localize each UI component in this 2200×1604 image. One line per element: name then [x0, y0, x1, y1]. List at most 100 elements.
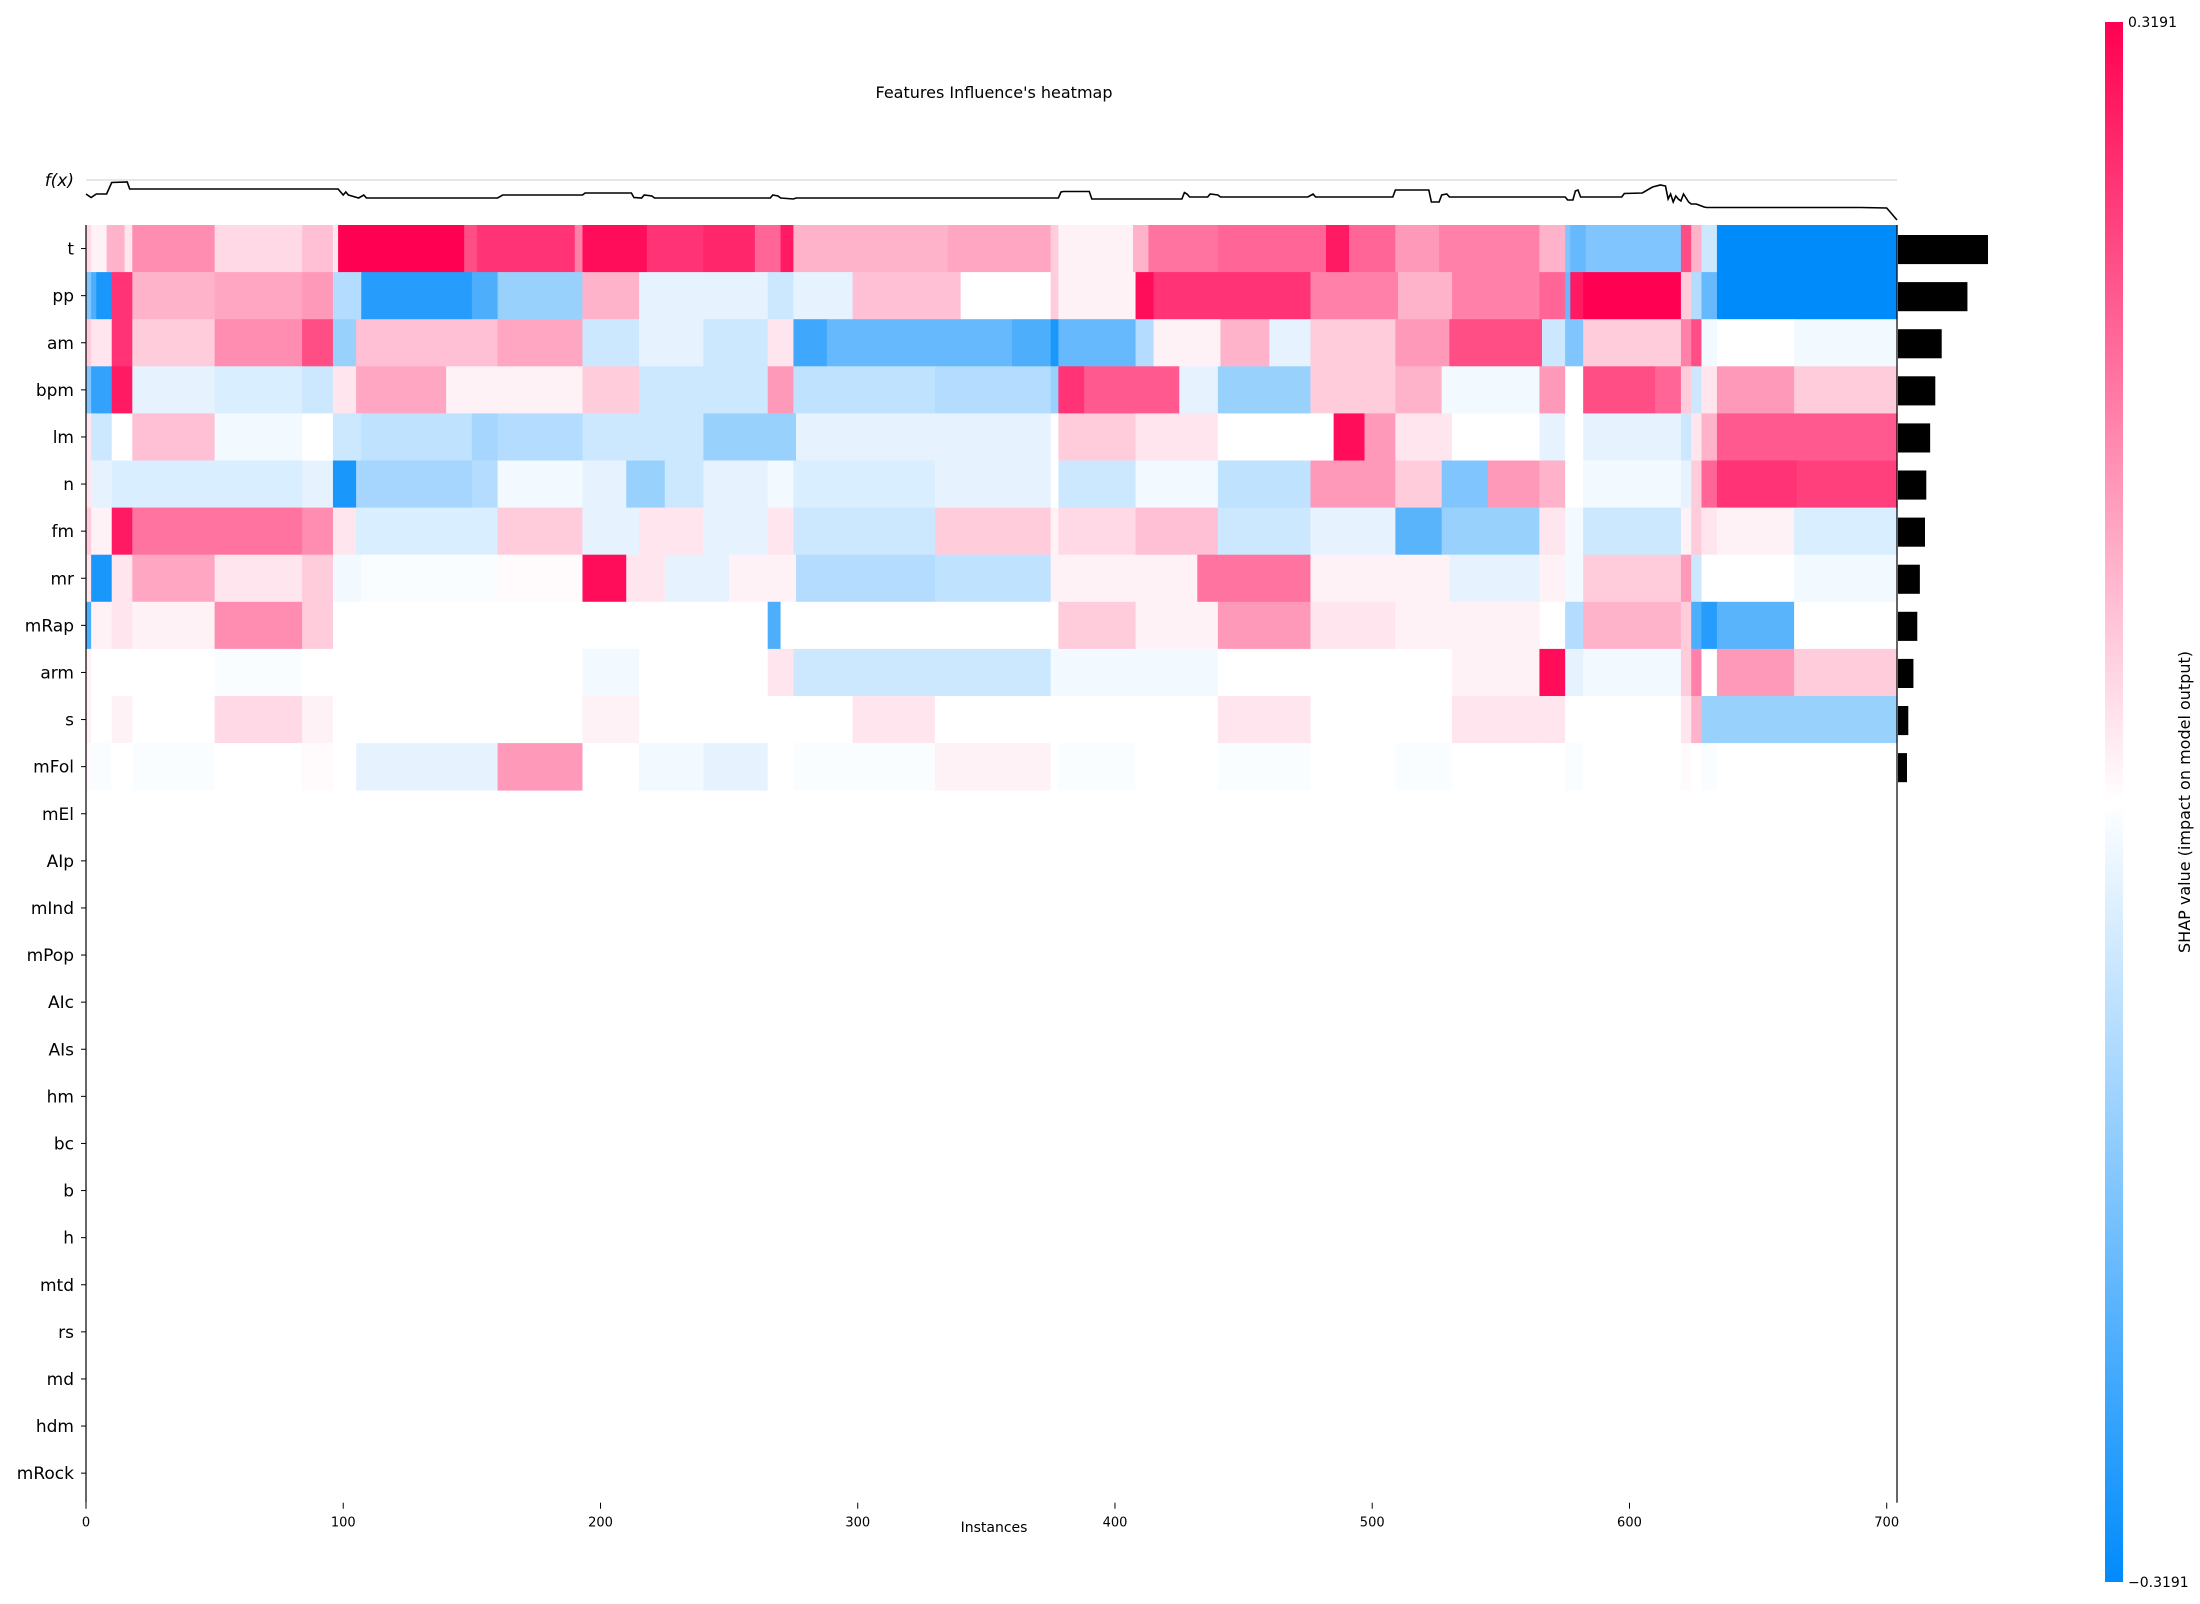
heatmap-cell-am [1310, 319, 1396, 367]
heatmap-cell-pp [111, 272, 133, 320]
heatmap-cell-s [1058, 696, 1137, 744]
heatmap-cell-mr [1449, 554, 1541, 603]
heatmap-cell-bpm [639, 366, 704, 414]
heatmap-cell-lm [639, 413, 704, 461]
heatmap-cell-pp [582, 272, 640, 320]
heatmap-cell-mRap [332, 601, 769, 650]
heatmap-cell-am [302, 319, 334, 367]
heatmap-cell-mr [1050, 554, 1059, 603]
heatmap-cell-t [332, 225, 339, 273]
heatmap-cell-pp [639, 272, 704, 320]
heatmap-cell-fm [1716, 507, 1795, 556]
heatmap-cell-fm [793, 507, 936, 556]
heatmap-cell-bpm [1583, 366, 1656, 414]
heatmap-cell-n [1539, 460, 1566, 508]
heatmap-cell-bpm [1794, 366, 1898, 414]
heatmap-cell-n [111, 460, 133, 508]
heatmap-cell-mr [1691, 554, 1703, 603]
feature-labels: t pp am bpm lm n fm mr mRap arm s mFol mEl AIp mInd mPo… [17, 240, 86, 1484]
heatmap-cell-t [477, 225, 576, 273]
heatmap-cell-arm [934, 648, 1052, 697]
heatmap-cell-bpm [1050, 366, 1059, 414]
heatmap-cell-s [1135, 696, 1219, 744]
colorbar-max-label: 0.3191 [2128, 15, 2177, 31]
importance-bar-t [1898, 235, 1988, 265]
x-tick-label: 700 [1874, 1516, 1899, 1531]
heatmap-cell-bpm [1058, 366, 1085, 414]
heatmap-cell-am [767, 319, 795, 367]
feature-label: s [65, 711, 74, 731]
heatmap-cell-pp [86, 272, 92, 320]
x-tick-label: 600 [1617, 1516, 1642, 1531]
heatmap-cell-n [1441, 460, 1489, 508]
heatmap-cell-lm [332, 413, 362, 461]
chart-title: Features Influence's heatmap [875, 83, 1112, 102]
heatmap-cell-am [1058, 319, 1137, 367]
heatmap-cell-am [1153, 319, 1222, 367]
heatmap-cell-mRap [132, 601, 216, 650]
heatmap-cell-lm [132, 413, 216, 461]
heatmap-cell-am [111, 319, 133, 367]
heatmap-cell-bpm [214, 366, 303, 414]
heatmap-cell-pp [1691, 272, 1703, 320]
heatmap-cell-bpm [1691, 366, 1703, 414]
heatmap-cell-am [1691, 319, 1703, 367]
heatmap-cell-mFol [1583, 743, 1682, 791]
heatmap-cell-s [1565, 696, 1584, 744]
heatmap-cell-bpm [1179, 366, 1219, 414]
importance-bar-fm [1898, 517, 1925, 547]
feature-label: bc [54, 1134, 74, 1154]
heatmap-cell-t [1395, 225, 1440, 273]
heatmap-cell-pp [1539, 272, 1566, 320]
feature-label: h [63, 1229, 74, 1249]
heatmap-cell-mr [361, 554, 499, 603]
heatmap-cell-t [1050, 225, 1059, 273]
heatmap-cell-am [1012, 319, 1052, 367]
heatmap-cell-bpm [86, 366, 92, 414]
heatmap-cell-mr [1565, 554, 1584, 603]
feature-label: mFol [33, 758, 74, 778]
heatmap-cell-t [574, 225, 584, 273]
heatmap-cell-t [1716, 225, 1898, 273]
heatmap-cell-s [132, 696, 216, 744]
heatmap-cell-am [1220, 319, 1270, 367]
heatmap-cell-pp [302, 272, 334, 320]
heatmap-cell-arm [111, 648, 133, 697]
heatmap-cell-arm [132, 648, 216, 697]
heatmap-cell-fm [767, 507, 795, 556]
heatmap-cell-arm [1565, 648, 1584, 697]
heatmap-cell-n [1487, 460, 1541, 508]
importance-bar-pp [1898, 282, 1968, 312]
heatmap-cell-am [497, 319, 584, 367]
heatmap-cell-bpm [1217, 366, 1312, 414]
heatmap-cell-n [1135, 460, 1219, 508]
feature-label: rs [58, 1323, 74, 1343]
heatmap-cell-pp [1451, 272, 1541, 320]
heatmap-cell-mFol [639, 743, 704, 791]
heatmap-cell-fm [639, 507, 704, 556]
heatmap-cell-pp [332, 272, 362, 320]
feature-label: pp [52, 287, 74, 307]
heatmap-cell-mRap [1310, 601, 1396, 650]
heatmap-cell-mRap [1701, 601, 1718, 650]
heatmap-cell-s [767, 696, 795, 744]
heatmap-cell-pp [1310, 272, 1399, 320]
heatmap-cell-bpm [1084, 366, 1180, 414]
heatmap-cell-t [464, 225, 478, 273]
heatmap-cell-fm [1691, 507, 1703, 556]
x-tick-label: 0 [82, 1516, 90, 1531]
heatmap-cell-arm [1794, 648, 1898, 697]
heatmap-cell-mr [332, 554, 362, 603]
heatmap-cell-arm [1217, 648, 1312, 697]
heatmap-cell-s [1217, 696, 1312, 744]
heatmap-cell-fm [1050, 507, 1059, 556]
heatmap-cell-fm [1565, 507, 1584, 556]
heatmap-cell-am [1583, 319, 1682, 367]
heatmap-cell-t [582, 225, 648, 273]
heatmap-cell-fm [582, 507, 640, 556]
heatmap-cell-lm [1050, 413, 1059, 461]
heatmap-cell-mr [1310, 554, 1396, 603]
heatmap-cell-mRap [1583, 601, 1682, 650]
x-ticks: 0 100 200 300 400 500 600 700 [82, 1502, 1899, 1531]
